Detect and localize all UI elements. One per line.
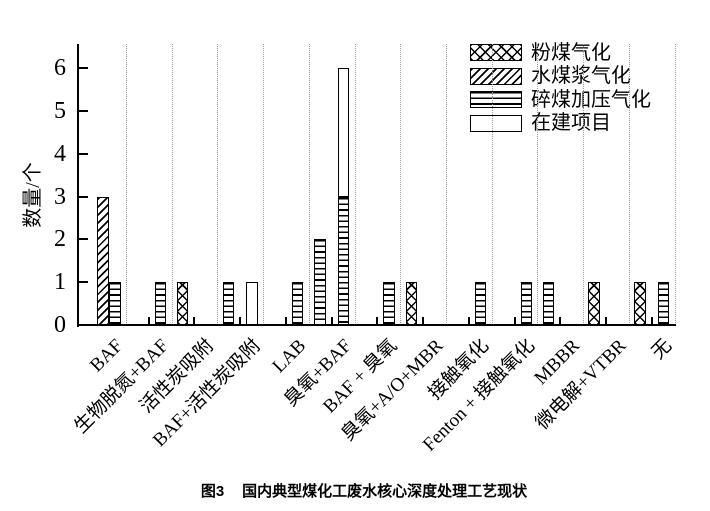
bar-无-粉煤气化 [634,282,646,325]
legend-label: 碎煤加压气化 [531,88,651,111]
bar-MBBR-碎煤加压气化 [542,282,555,325]
bar-BAF-水煤浆气化 [97,196,109,325]
x-tick [284,317,287,325]
gridline [308,44,310,325]
figure-caption: 图3 国内典型煤化工废水核心深度处理工艺现状 [14,480,710,501]
gridline [491,44,493,325]
gridline [674,44,676,325]
y-tick-label: 4 [54,140,66,167]
gridline [217,44,219,325]
bar-活性炭吸附-粉煤气化 [176,282,189,325]
y-tick [79,238,88,241]
legend-entry: 在建项目 [470,112,651,134]
gridline [537,44,539,325]
bar-接触氧化-碎煤加压气化 [474,282,487,325]
legend-entry: 碎煤加压气化 [470,88,651,111]
white-pattern-swatch-icon [470,114,522,132]
x-tick [193,317,196,325]
bar-臭氧+BAF-碎煤加压气化 [337,196,350,325]
bar-Fenton + 接触氧化-碎煤加压气化 [520,282,532,325]
diagonal-pattern-swatch-icon [470,67,522,85]
gridline [125,44,127,325]
bar-无-碎煤加压气化 [657,282,670,325]
x-tick [422,317,424,325]
y-tick [79,152,88,155]
bar-LAB-碎煤加压气化 [291,282,304,325]
y-tick-label: 2 [54,226,66,253]
bar-臭氧+BAF-碎煤加压气化 [314,239,326,325]
bar-BAF+活性炭吸附-在建项目 [246,282,258,325]
horizontal-pattern-swatch-icon [470,91,522,108]
y-tick [79,195,88,198]
gridline [445,44,447,325]
bar-臭氧+BAF-在建项目 [337,68,350,197]
y-tick [79,281,88,284]
legend-entry: 粉煤气化 [470,41,651,64]
legend-entry: 水煤浆气化 [470,65,651,87]
figure-caption-title: 国内典型煤化工废水核心深度处理工艺现状 [242,483,528,500]
x-tick [604,317,607,325]
x-axis-spine [77,324,676,326]
x-tick [467,317,470,325]
x-tick [559,317,562,325]
bar-BAF-碎煤加压气化 [109,282,121,325]
x-tick-label: 无 [647,335,676,364]
x-tick [330,317,333,325]
legend: 粉煤气化 水煤浆气化 碎煤加压气化 在建项目 [470,41,651,138]
legend-label: 水煤浆气化 [531,65,631,87]
bar-BAF+活性炭吸附-碎煤加压气化 [222,282,235,325]
x-tick [650,317,653,325]
figure-caption-number: 图3 [200,483,225,500]
gridline [400,44,402,325]
y-tick-label: 0 [54,312,66,338]
y-tick [79,67,88,70]
legend-label: 在建项目 [531,112,611,134]
x-tick [376,317,379,325]
bar-臭氧+A/O+MBR-粉煤气化 [405,282,417,325]
crosshatch-pattern-swatch-icon [470,44,522,61]
y-tick-label: 3 [54,183,66,210]
gridline [354,44,356,325]
y-axis-spine [77,44,79,327]
gridline [171,44,173,325]
bar-BAF + 臭氧-碎煤加压气化 [383,282,395,325]
gridline [263,44,264,325]
y-tick-label: 6 [54,55,66,82]
legend-label: 粉煤气化 [531,41,611,64]
gridline [628,44,630,325]
y-tick-label: 5 [54,98,66,124]
y-tick [79,110,88,112]
y-tick-label: 1 [54,269,66,296]
x-tick [239,317,242,325]
x-tick [147,317,150,325]
bar-生物脱氮+BAF-碎煤加压气化 [154,282,167,325]
bar-微电解+VTBR-粉煤气化 [588,282,600,325]
gridline [583,44,585,325]
x-tick [513,317,516,325]
